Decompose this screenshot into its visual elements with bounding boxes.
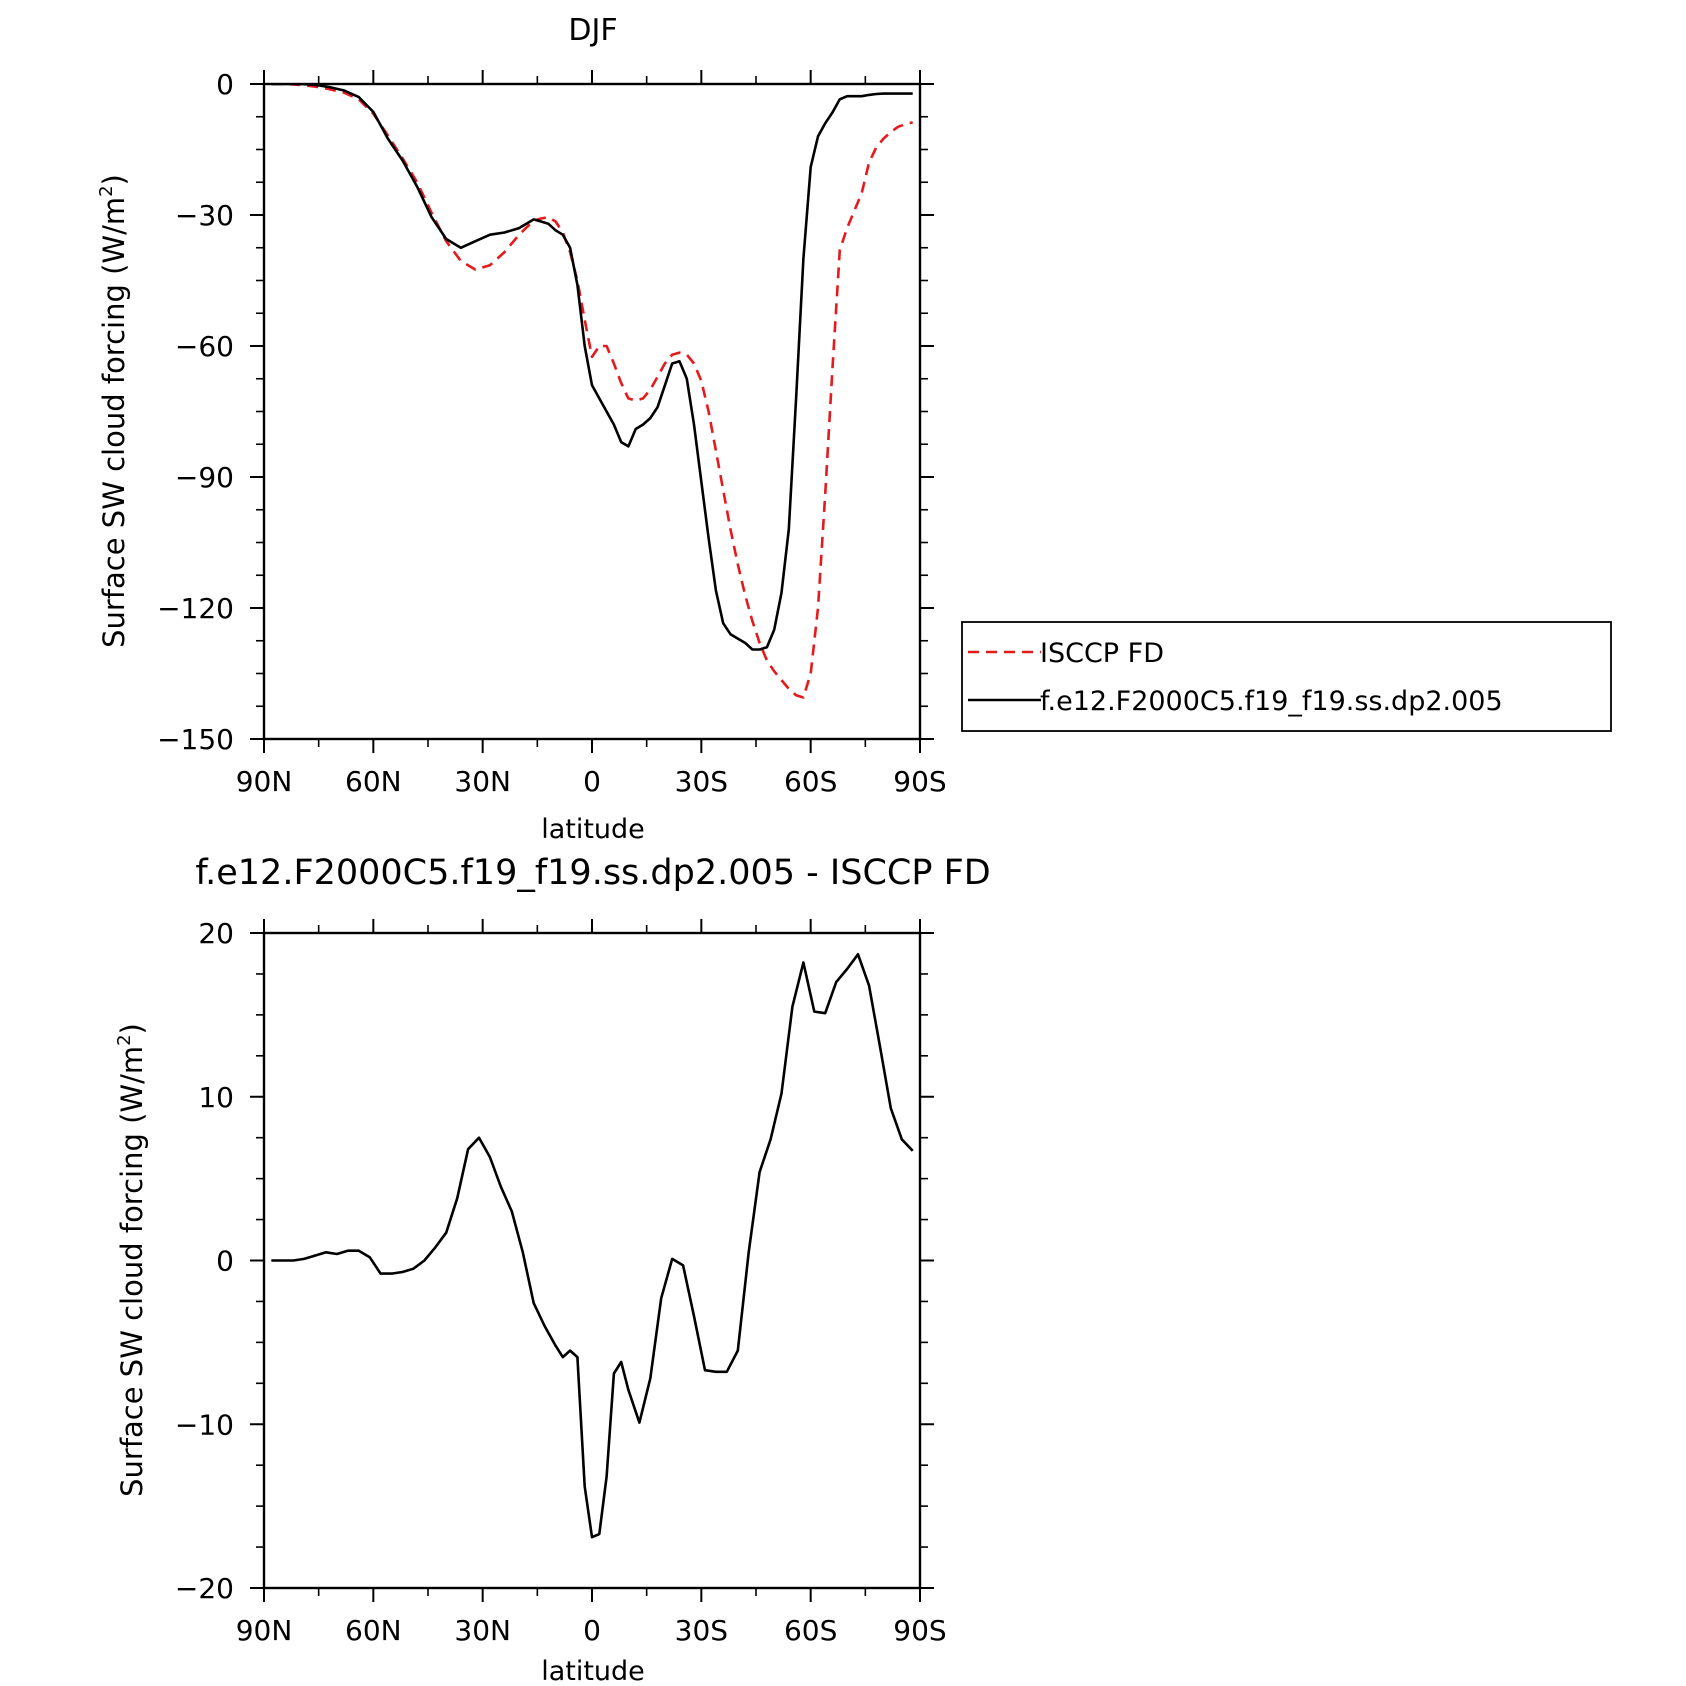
legend-box	[961, 621, 1612, 732]
x-tick-label: 60N	[345, 1614, 402, 1647]
bottom-series-layer	[271, 952, 914, 1539]
x-tick-label: 0	[583, 1614, 601, 1647]
bottom-x-axis-label: latitude	[541, 1656, 645, 1686]
y-tick-label: 20	[198, 917, 234, 950]
top-y-tick-labels: 0 −30 −60 −90 −120 −150	[157, 68, 234, 756]
x-tick-label: 30S	[675, 1614, 728, 1647]
y-tick-label: −120	[157, 592, 234, 625]
legend-label-isccp: ISCCP FD	[1040, 638, 1164, 669]
x-tick-label: 90S	[893, 1614, 946, 1647]
x-tick-label: 90N	[236, 765, 293, 798]
legend: ISCCP FD f.e12.F2000C5.f19_f19.ss.dp2.00…	[961, 621, 1612, 732]
x-tick-label: 60S	[784, 765, 837, 798]
x-tick-label: 60S	[784, 1614, 837, 1647]
x-tick-label: 30N	[454, 765, 511, 798]
y-tick-label: −150	[157, 723, 234, 756]
top-panel: DJF 90N 60N 30N 0 30S 60S 90S 0 −30 −60 −90 −120 −1…	[96, 13, 1612, 845]
top-tick-layer	[250, 70, 934, 753]
y-tick-label: −90	[175, 461, 234, 494]
series-line-difference	[271, 952, 914, 1539]
y-tick-label: −60	[175, 330, 234, 363]
x-tick-label: 90N	[236, 1614, 293, 1647]
y-tick-label: 0	[216, 68, 234, 101]
bottom-y-axis-label: Surface SW cloud forcing (W/m2)	[114, 1023, 149, 1497]
y-tick-label: 10	[198, 1081, 234, 1114]
bottom-plot-frame	[262, 931, 922, 1590]
y-tick-label: −20	[175, 1572, 234, 1605]
series-line-model	[271, 84, 913, 651]
y-tick-label: 0	[216, 1245, 234, 1278]
x-tick-label: 30S	[675, 765, 728, 798]
series-line-isccp	[271, 84, 914, 699]
bottom-y-tick-labels: 20 10 0 −10 −20	[175, 917, 234, 1605]
top-y-axis-label: Surface SW cloud forcing (W/m2)	[96, 174, 131, 648]
top-x-axis-label: latitude	[541, 814, 645, 845]
top-x-tick-labels: 90N 60N 30N 0 30S 60S 90S	[236, 765, 947, 798]
bottom-chart-title: f.e12.F2000C5.f19_f19.ss.dp2.005 - ISCCP…	[195, 853, 990, 893]
legend-label-model: f.e12.F2000C5.f19_f19.ss.dp2.005	[1040, 686, 1503, 717]
y-tick-label: −30	[175, 199, 234, 232]
x-tick-label: 60N	[345, 765, 402, 798]
top-chart-title: DJF	[568, 13, 617, 48]
x-tick-label: 0	[583, 765, 601, 798]
top-plot-frame	[262, 82, 922, 741]
top-series-layer	[271, 84, 914, 699]
bottom-panel: f.e12.F2000C5.f19_f19.ss.dp2.005 - ISCCP…	[114, 853, 991, 1686]
x-tick-label: 90S	[893, 765, 946, 798]
x-tick-label: 30N	[454, 1614, 511, 1647]
bottom-tick-layer	[250, 919, 934, 1602]
bottom-x-tick-labels: 90N 60N 30N 0 30S 60S 90S	[236, 1614, 947, 1647]
y-tick-label: −10	[175, 1408, 234, 1441]
